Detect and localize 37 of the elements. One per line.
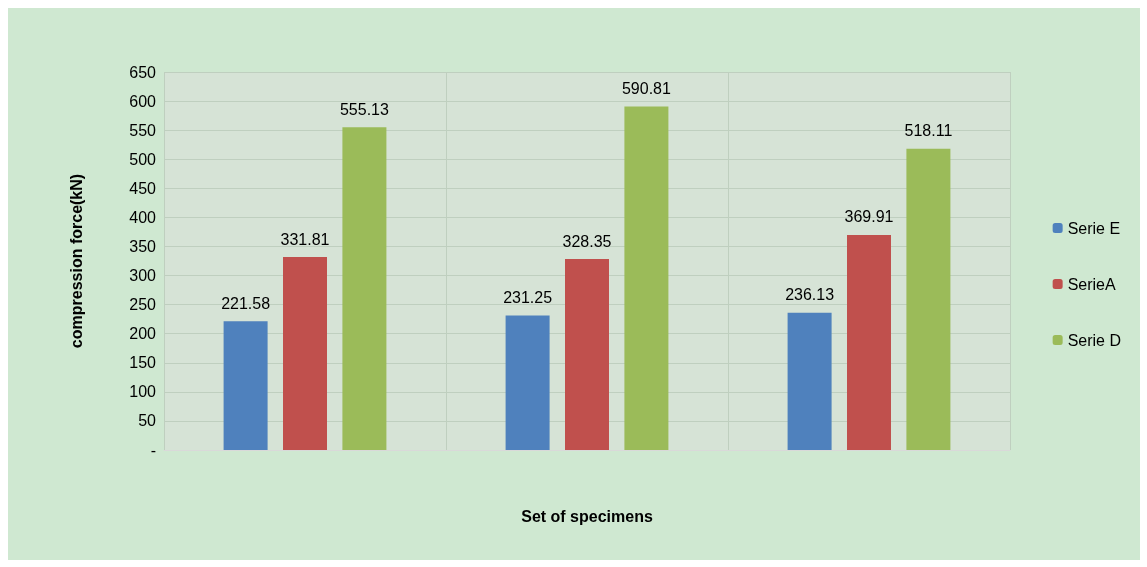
bar bbox=[906, 148, 951, 450]
data-label: 328.35 bbox=[562, 232, 612, 250]
y-tick-label: 100 bbox=[129, 383, 157, 401]
data-label: 221.58 bbox=[221, 294, 271, 312]
data-label: 518.11 bbox=[904, 122, 953, 140]
legend-label: Serie D bbox=[1067, 331, 1122, 349]
data-label: 590.81 bbox=[621, 79, 671, 97]
bar bbox=[787, 312, 832, 450]
y-tick-label: 250 bbox=[129, 296, 157, 314]
y-tick-label: 350 bbox=[129, 237, 157, 255]
y-tick-label: 450 bbox=[129, 179, 157, 197]
y-tick-label: 550 bbox=[129, 121, 157, 139]
y-tick-label: 400 bbox=[129, 208, 157, 226]
y-tick-label: 300 bbox=[129, 267, 157, 285]
y-tick-label: 50 bbox=[138, 412, 157, 430]
legend-label: Serie E bbox=[1067, 219, 1121, 237]
y-tick-label: 600 bbox=[129, 92, 157, 110]
y-axis-title: compression force(kN) bbox=[67, 173, 85, 349]
y-tick-label: 500 bbox=[129, 150, 157, 168]
data-label: 555.13 bbox=[339, 100, 389, 118]
y-tick-label: 200 bbox=[129, 325, 157, 343]
bar bbox=[223, 321, 268, 450]
bar bbox=[847, 234, 891, 450]
data-label: 331.81 bbox=[280, 230, 330, 248]
bar bbox=[565, 259, 609, 450]
y-tick-label: - bbox=[150, 441, 156, 459]
data-label: 231.25 bbox=[503, 289, 553, 307]
bar bbox=[505, 315, 550, 450]
y-tick-label: 650 bbox=[129, 63, 157, 81]
y-tick-label: 150 bbox=[129, 354, 157, 372]
data-label: 369.91 bbox=[844, 208, 894, 226]
data-label: 236.13 bbox=[785, 286, 835, 304]
legend-label: SerieA bbox=[1067, 275, 1116, 293]
x-axis-title: Set of specimens bbox=[521, 507, 653, 525]
bar bbox=[624, 106, 669, 450]
bar bbox=[283, 257, 327, 450]
bar bbox=[342, 127, 387, 450]
